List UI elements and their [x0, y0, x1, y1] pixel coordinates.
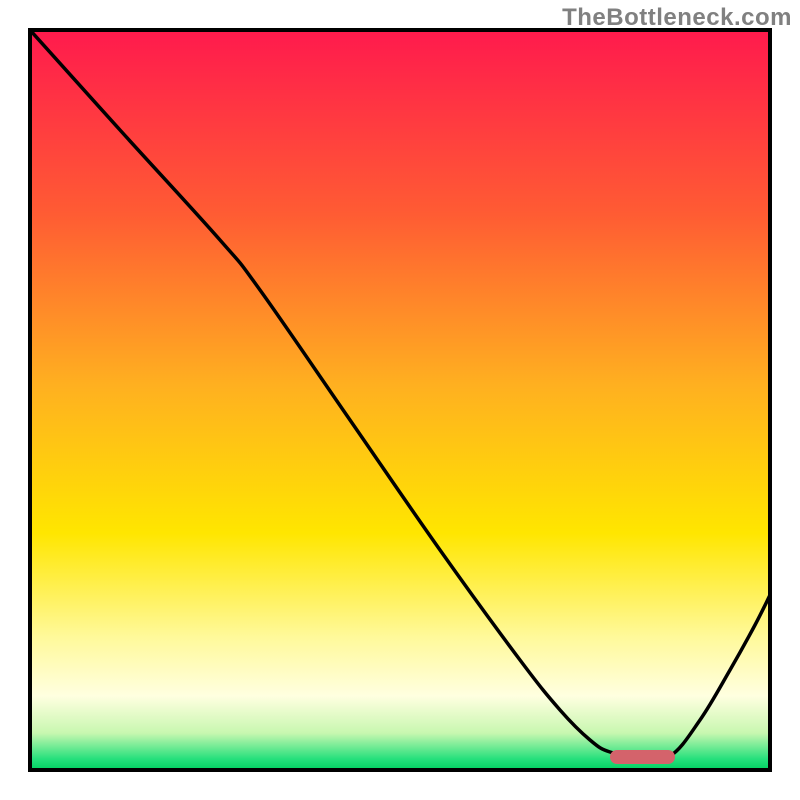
watermark-text: TheBottleneck.com	[562, 4, 792, 32]
gradient-area	[30, 30, 770, 770]
optimal-region-marker	[610, 750, 675, 764]
chart-canvas: TheBottleneck.com	[0, 0, 800, 800]
gradient-plot	[0, 0, 800, 800]
